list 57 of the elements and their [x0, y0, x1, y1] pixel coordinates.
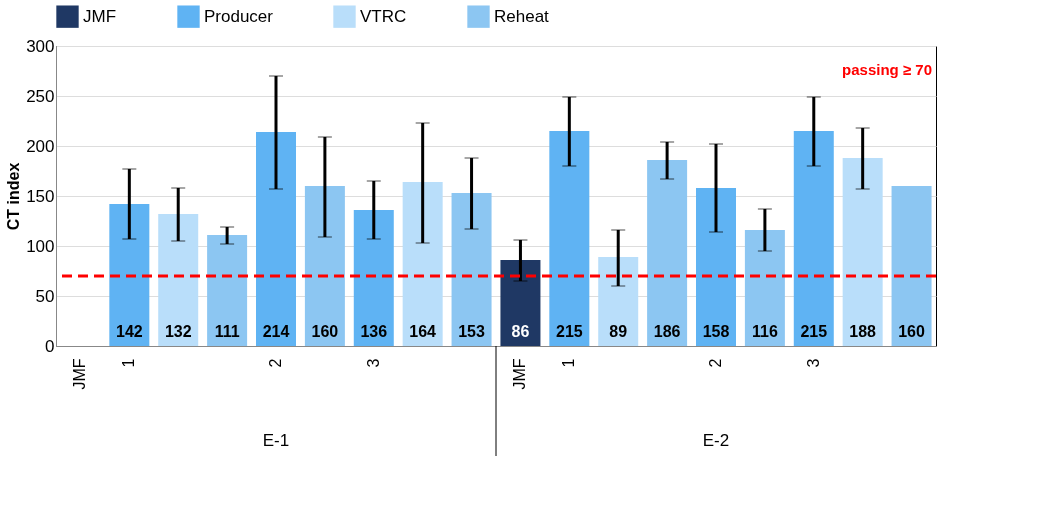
bar: [647, 160, 688, 346]
bar: [549, 131, 590, 346]
x-tick-label: 3: [804, 358, 822, 368]
y-tick-label: 150: [26, 186, 55, 206]
y-tick-label: 200: [26, 136, 55, 156]
bar: [109, 204, 150, 346]
data-label: 215: [555, 323, 583, 340]
legend-label: JMF: [83, 6, 117, 26]
y-tick-label: 50: [35, 286, 55, 306]
data-label: 215: [800, 323, 828, 340]
data-label: 111: [214, 323, 240, 340]
bar: [744, 230, 785, 346]
y-axis-title: CT index: [5, 162, 23, 231]
bar: [891, 186, 932, 346]
legend-label: VTRC: [360, 6, 407, 26]
data-label: 188: [849, 323, 877, 340]
y-tick-label: 300: [26, 36, 55, 56]
data-label: 86: [511, 323, 530, 340]
data-label: 160: [311, 323, 339, 340]
data-label: 116: [751, 323, 778, 340]
x-tick-label: 2: [267, 358, 284, 368]
data-label: 158: [702, 323, 730, 340]
bar: [207, 235, 248, 346]
bar: [451, 193, 492, 346]
x-tick-label: JMF: [511, 358, 529, 390]
bar: [696, 188, 736, 346]
legend-label: Reheat: [494, 6, 550, 26]
data-label: 164: [409, 323, 437, 340]
data-label: 142: [115, 323, 143, 340]
y-tick-label: 100: [26, 236, 55, 256]
text: E-2: [702, 431, 730, 450]
y-tick-label: 250: [26, 86, 55, 106]
bar: [598, 257, 639, 346]
data-label: 186: [653, 323, 681, 340]
bar: [256, 132, 296, 346]
bar: [353, 210, 394, 346]
ref-line-label: passing ≥ 70: [842, 61, 932, 78]
legend-label: Producer: [204, 6, 274, 26]
y-tick-label: 0: [45, 336, 55, 356]
bar: [500, 260, 541, 346]
data-label: 160: [898, 323, 925, 340]
bar: [842, 158, 883, 346]
data-label: 89: [609, 323, 628, 340]
text: E-1: [262, 431, 290, 450]
bar: [304, 186, 345, 346]
data-label: 136: [360, 323, 388, 340]
data-label: 214: [262, 323, 290, 340]
x-tick-label: 2: [707, 358, 724, 368]
x-tick-label: 3: [364, 358, 382, 368]
bar: [158, 214, 199, 346]
data-label: 153: [458, 323, 485, 340]
x-tick-label: 1: [560, 358, 578, 368]
bar: [402, 182, 443, 346]
data-label: 132: [164, 323, 192, 340]
bar: [793, 131, 834, 346]
x-tick-label: JMF: [71, 358, 89, 390]
x-tick-label: 1: [120, 358, 138, 368]
